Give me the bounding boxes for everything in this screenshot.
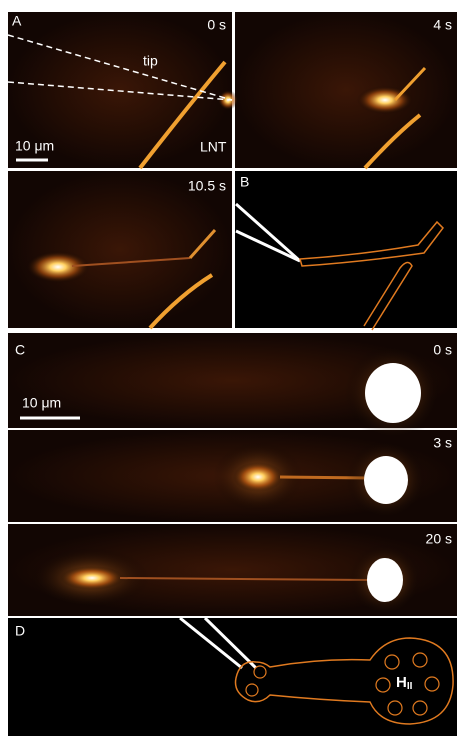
tip-label: tip xyxy=(143,53,158,69)
figure: A 0 s tip LNT 10 μm 4 s 10.5 s B C 0 s 1… xyxy=(0,0,457,736)
phase-main: H xyxy=(396,674,407,691)
time-label: 20 s xyxy=(426,531,452,547)
time-label: 4 s xyxy=(433,17,452,33)
panel-label: C xyxy=(15,342,25,358)
scale-bar-label: 10 μm xyxy=(22,395,61,411)
scale-bar-label: 10 μm xyxy=(15,138,54,154)
time-label: 0 s xyxy=(433,342,452,358)
time-label: 10.5 s xyxy=(188,178,226,194)
tube-label: LNT xyxy=(200,139,227,155)
phase-subscript: II xyxy=(407,681,413,692)
time-label: 3 s xyxy=(433,435,452,451)
panel-label: D xyxy=(15,623,25,639)
panel-label: B xyxy=(240,174,249,190)
panel-label: A xyxy=(12,13,22,29)
time-label: 0 s xyxy=(207,17,226,33)
